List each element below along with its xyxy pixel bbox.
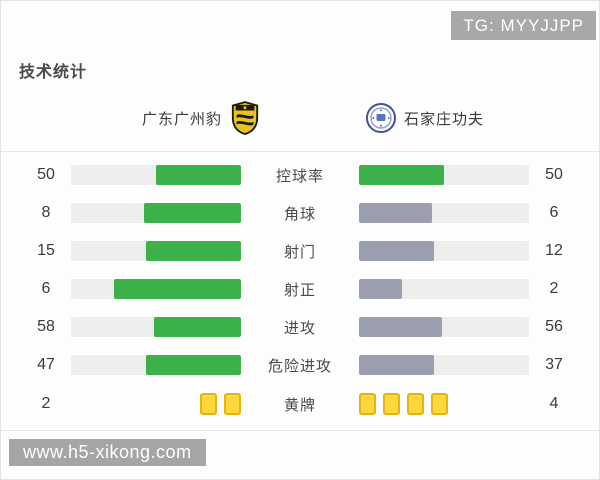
away-stat-value: 56 xyxy=(545,318,563,335)
stat-label: 射门 xyxy=(283,243,316,261)
away-stat-bar xyxy=(359,317,529,337)
stat-row: 58 进攻 56 xyxy=(1,308,599,346)
home-stat-value: 15 xyxy=(37,242,55,259)
away-stat-value: 12 xyxy=(545,242,563,259)
teams-header: 广东广州豹 xyxy=(1,96,599,140)
away-team-name: 石家庄功夫 xyxy=(404,110,485,128)
stat-label: 危险进攻 xyxy=(267,357,332,375)
stat-row: 47 危险进攻 37 xyxy=(1,346,599,384)
stat-row: 6 射正 2 xyxy=(1,270,599,308)
home-stat-bar xyxy=(71,165,241,185)
home-yellow-cards xyxy=(71,393,241,415)
away-stat-value: 2 xyxy=(549,280,559,297)
page-title: 技术统计 xyxy=(19,64,88,81)
away-stat-bar xyxy=(359,203,529,223)
away-stat-value: 6 xyxy=(549,204,559,221)
stat-row-yellow-cards: 2 黄牌 4 xyxy=(1,384,599,424)
header-divider xyxy=(1,151,599,152)
site-watermark: www.h5-xikong.com xyxy=(9,439,206,466)
home-stat-bar xyxy=(71,279,241,299)
away-stat-bar xyxy=(359,165,529,185)
away-stat-value: 4 xyxy=(549,395,559,412)
home-team-logo-icon xyxy=(230,100,260,136)
home-stat-bar xyxy=(71,317,241,337)
stat-row: 15 射门 12 xyxy=(1,232,599,270)
away-team-logo-icon xyxy=(366,103,396,133)
stat-label: 黄牌 xyxy=(283,396,316,414)
yellow-card-icon xyxy=(200,393,217,415)
home-stat-bar xyxy=(71,241,241,261)
yellow-card-icon xyxy=(359,393,376,415)
stat-row: 50 控球率 50 xyxy=(1,156,599,194)
stat-label: 角球 xyxy=(283,205,316,223)
home-stat-value: 50 xyxy=(37,166,55,183)
stat-label: 控球率 xyxy=(275,167,324,185)
home-team-name: 广东广州豹 xyxy=(141,110,222,128)
yellow-card-icon xyxy=(407,393,424,415)
away-stat-value: 37 xyxy=(545,356,563,373)
stat-row: 8 角球 6 xyxy=(1,194,599,232)
away-stat-bar xyxy=(359,279,529,299)
home-stat-value: 6 xyxy=(41,280,51,297)
away-stat-bar xyxy=(359,241,529,261)
yellow-card-icon xyxy=(383,393,400,415)
home-stat-value: 2 xyxy=(41,395,51,412)
telegram-watermark: TG: MYYJJPP xyxy=(451,11,596,40)
stats-list: 50 控球率 50 8 角球 6 15 射门 12 6 射正 2 58 进攻 5… xyxy=(1,152,599,424)
stat-label: 射正 xyxy=(283,281,316,299)
away-stat-value: 50 xyxy=(545,166,563,183)
home-stat-value: 8 xyxy=(41,204,51,221)
yellow-card-icon xyxy=(224,393,241,415)
stat-label: 进攻 xyxy=(283,319,316,337)
home-stat-value: 47 xyxy=(37,356,55,373)
home-stat-value: 58 xyxy=(37,318,55,335)
away-team-header: 石家庄功夫 xyxy=(300,103,599,133)
yellow-card-icon xyxy=(431,393,448,415)
footer-divider xyxy=(1,430,599,431)
away-stat-bar xyxy=(359,355,529,375)
home-stat-bar xyxy=(71,203,241,223)
home-team-header: 广东广州豹 xyxy=(1,100,300,136)
away-yellow-cards xyxy=(359,393,529,415)
home-stat-bar xyxy=(71,355,241,375)
